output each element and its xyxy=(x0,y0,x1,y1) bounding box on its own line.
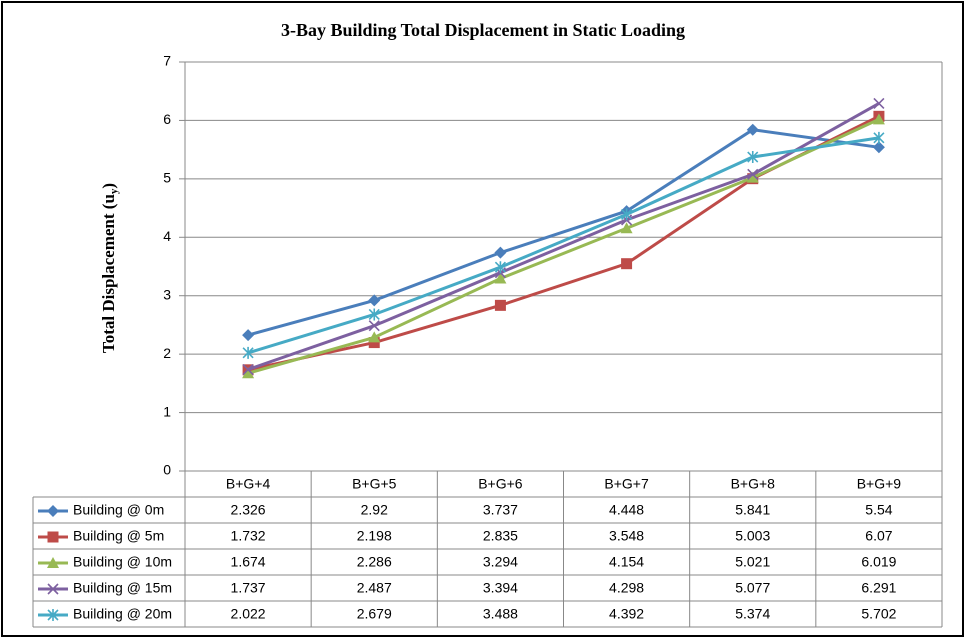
marker xyxy=(368,320,380,332)
y-tick-label: 4 xyxy=(163,228,171,244)
y-tick-label: 2 xyxy=(163,345,171,361)
x-tick-label: B+G+9 xyxy=(857,476,902,492)
table-value: 6.019 xyxy=(861,554,896,570)
marker xyxy=(494,261,506,274)
table-value: 4.448 xyxy=(609,502,644,518)
series-line xyxy=(247,102,880,371)
table-value: 2.286 xyxy=(357,554,392,570)
series-line xyxy=(247,136,880,355)
table-value: 1.732 xyxy=(231,528,266,544)
table-value: 5.374 xyxy=(735,606,770,622)
marker xyxy=(47,531,59,543)
legend-label: Building @ 5m xyxy=(73,528,164,544)
marker xyxy=(746,123,759,136)
legend-label: Building @ 15m xyxy=(73,580,172,596)
table-value: 4.392 xyxy=(609,606,644,622)
marker xyxy=(872,113,885,125)
marker xyxy=(621,208,633,221)
y-tick-label: 1 xyxy=(163,403,171,419)
x-tick-label: B+G+7 xyxy=(604,476,649,492)
table-value: 2.198 xyxy=(357,528,392,544)
marker xyxy=(47,557,59,568)
marker xyxy=(242,346,254,359)
y-axis-label: Total Displacement (uy) xyxy=(99,183,120,353)
table-value: 3.488 xyxy=(483,606,518,622)
marker xyxy=(368,308,380,321)
marker xyxy=(368,294,381,307)
table-value: 2.92 xyxy=(361,502,388,518)
table-value: 2.326 xyxy=(231,502,266,518)
table-value: 3.394 xyxy=(483,580,518,596)
table-value: 2.487 xyxy=(357,580,392,596)
marker xyxy=(242,329,255,342)
x-tick-label: B+G+8 xyxy=(731,476,776,492)
marker xyxy=(873,131,885,144)
table-value: 6.07 xyxy=(865,528,892,544)
series-line xyxy=(247,128,880,337)
marker xyxy=(368,331,381,343)
marker xyxy=(494,246,507,259)
table-value: 5.003 xyxy=(735,528,770,544)
legend-label: Building @ 0m xyxy=(73,502,164,518)
x-tick-label: B+G+6 xyxy=(478,476,523,492)
y-tick-label: 5 xyxy=(163,170,171,186)
table-value: 2.022 xyxy=(231,606,266,622)
marker xyxy=(47,609,59,621)
table-value: 4.298 xyxy=(609,580,644,596)
table-value: 3.548 xyxy=(609,528,644,544)
table-value: 5.841 xyxy=(735,502,770,518)
marker xyxy=(873,97,885,109)
marker xyxy=(242,363,254,376)
y-label-suffix: ) xyxy=(99,183,118,189)
y-tick-label: 3 xyxy=(163,286,171,302)
marker xyxy=(494,299,506,311)
table-value: 5.54 xyxy=(865,502,892,518)
marker xyxy=(494,272,507,284)
marker xyxy=(747,168,759,180)
y-label-text: Total Displacement (u xyxy=(99,194,118,353)
y-label-subscript: y xyxy=(108,188,120,194)
chart-title: 3-Bay Building Total Displacement in Sta… xyxy=(281,20,685,40)
table-value: 4.154 xyxy=(609,554,644,570)
table-value: 1.674 xyxy=(231,554,266,570)
marker xyxy=(47,505,59,517)
y-tick-label: 6 xyxy=(163,111,171,127)
table-value: 3.294 xyxy=(483,554,518,570)
legend-label: Building @ 10m xyxy=(73,554,172,570)
x-tick-label: B+G+5 xyxy=(352,476,397,492)
table-value: 2.679 xyxy=(357,606,392,622)
table-value: 2.835 xyxy=(483,528,518,544)
marker xyxy=(47,583,59,595)
marker xyxy=(621,258,633,270)
marker xyxy=(242,367,255,379)
marker xyxy=(872,141,885,154)
y-tick-label: 0 xyxy=(163,462,171,478)
x-tick-label: B+G+4 xyxy=(226,476,271,492)
table-value: 5.021 xyxy=(735,554,770,570)
table-value: 5.077 xyxy=(735,580,770,596)
series-line xyxy=(247,117,880,375)
legend-label: Building @ 20m xyxy=(73,606,172,622)
marker xyxy=(620,222,633,234)
y-tick-label: 7 xyxy=(163,53,171,69)
marker xyxy=(368,337,380,349)
table-value: 1.737 xyxy=(231,580,266,596)
table-value: 3.737 xyxy=(483,502,518,518)
marker xyxy=(746,171,759,183)
table-value: 6.291 xyxy=(861,580,896,596)
marker xyxy=(747,151,759,164)
table-value: 5.702 xyxy=(861,606,896,622)
